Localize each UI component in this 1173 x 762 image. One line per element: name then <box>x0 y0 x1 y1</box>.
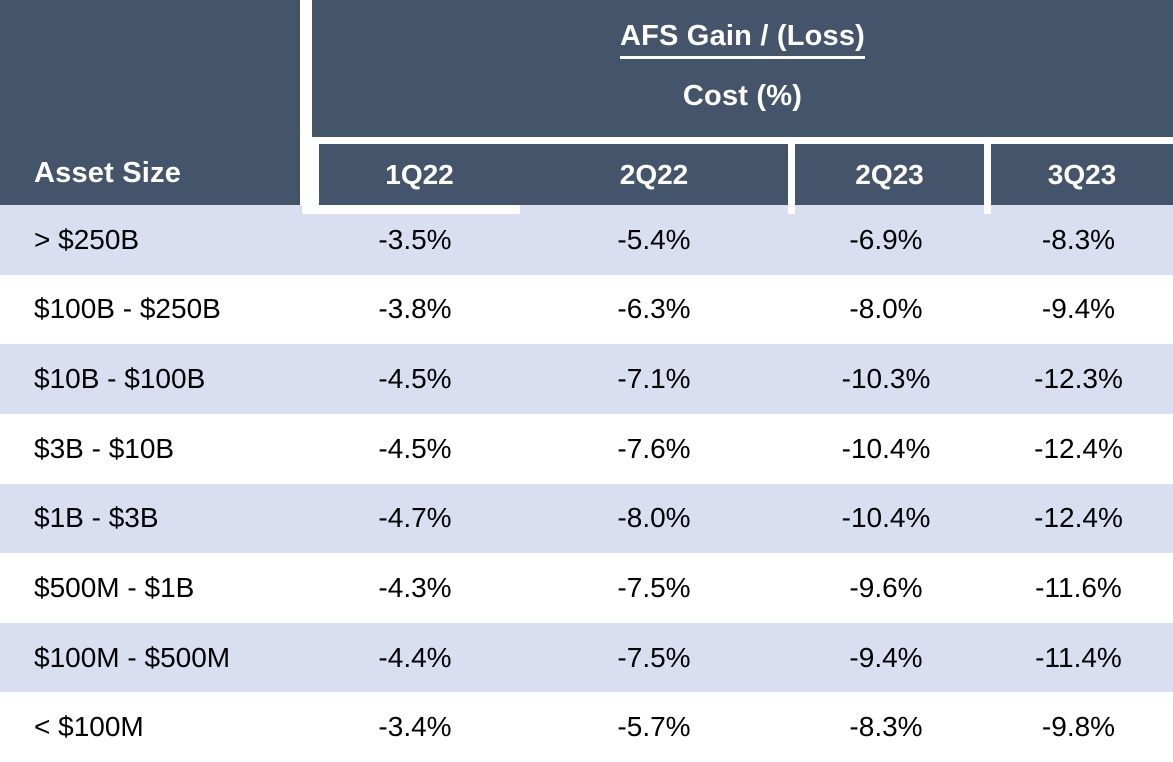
value-cell: -7.5% <box>617 571 691 603</box>
group-header-title: AFS Gain / (Loss) <box>312 20 1173 59</box>
column-header-row: 1Q22 2Q22 2Q23 3Q23 <box>312 144 1173 205</box>
value-cell: -10.4% <box>841 502 931 534</box>
value-cell: -9.4% <box>1041 293 1116 325</box>
table-row: $3B - $10B -4.5% -7.6% -10.4% -12.4% <box>0 413 1173 484</box>
column-header-2q23: 2Q23 <box>788 144 984 205</box>
value-cell: -3.4% <box>378 711 452 743</box>
value-cell: -3.8% <box>378 293 452 325</box>
column-header-1q22: 1Q22 <box>312 144 520 205</box>
value-cell: -9.4% <box>849 641 923 673</box>
value-cell: -4.5% <box>378 363 452 395</box>
group-header: AFS Gain / (Loss) Cost (%) <box>312 0 1173 137</box>
value-cell: -11.6% <box>1035 571 1122 603</box>
table-header: Asset Size AFS Gain / (Loss) Cost (%) 1Q… <box>0 0 1173 214</box>
value-cell: -9.6% <box>849 571 923 603</box>
table-row: $100B - $250B -3.8% -6.3% -8.0% -9.4% <box>0 274 1173 345</box>
row-label: $500M - $1B <box>34 571 195 603</box>
value-cell: -4.5% <box>378 432 452 464</box>
table-row: $10B - $100B -4.5% -7.1% -10.3% -12.3% <box>0 344 1173 414</box>
value-cell: -4.7% <box>378 502 452 534</box>
value-cell: -7.6% <box>617 432 691 464</box>
value-cell: -6.9% <box>849 223 923 255</box>
table-body: > $250B -3.5% -5.4% -6.9% -8.3% $100B - … <box>0 205 1173 762</box>
row-label: > $250B <box>34 223 140 255</box>
value-cell: -12.3% <box>1034 363 1123 395</box>
row-label: $100B - $250B <box>34 293 221 325</box>
value-cell: -12.4% <box>1034 502 1123 534</box>
corner-header-label: Asset Size <box>34 157 182 189</box>
value-cell: -8.0% <box>849 293 923 325</box>
row-label: $1B - $3B <box>34 502 159 534</box>
value-cell: -9.8% <box>1041 711 1116 743</box>
value-cell: -10.4% <box>841 432 931 464</box>
value-cell: -3.5% <box>378 223 452 255</box>
value-cell: -7.1% <box>617 363 691 395</box>
value-cell: -8.0% <box>617 502 691 534</box>
value-cell: -4.4% <box>378 641 452 673</box>
row-label: $3B - $10B <box>34 432 175 464</box>
table-row: $1B - $3B -4.7% -8.0% -10.4% -12.4% <box>0 483 1173 554</box>
value-cell: -7.5% <box>617 641 691 673</box>
table-row: $500M - $1B -4.3% -7.5% -9.6% -11.6% <box>0 553 1173 623</box>
value-cell: -11.4% <box>1035 641 1122 673</box>
group-header-subtitle: Cost (%) <box>682 80 803 112</box>
row-label: $100M - $500M <box>34 641 231 673</box>
column-header-3q23: 3Q23 <box>984 144 1173 205</box>
value-cell: -8.3% <box>1041 223 1116 255</box>
row-label: < $100M <box>34 711 144 743</box>
value-cell: -5.7% <box>617 711 691 743</box>
value-cell: -5.4% <box>617 223 691 255</box>
value-cell: -4.3% <box>378 571 452 603</box>
value-cell: -6.3% <box>617 293 691 325</box>
corner-header-asset-size: Asset Size <box>0 0 300 205</box>
value-cell: -8.3% <box>849 711 923 743</box>
value-cell: -10.3% <box>841 363 931 395</box>
table-row: > $250B -3.5% -5.4% -6.9% -8.3% <box>0 205 1173 275</box>
column-header-2q22: 2Q22 <box>520 144 788 205</box>
group-header-title-text: AFS Gain / (Loss) <box>619 20 866 59</box>
table-row: $100M - $500M -4.4% -7.5% -9.4% -11.4% <box>0 622 1173 693</box>
header-gutter-nub <box>788 205 795 214</box>
header-gutter-nub <box>984 205 991 214</box>
value-cell: -12.4% <box>1034 432 1123 464</box>
table-row: < $100M -3.4% -5.7% -8.3% -9.8% <box>0 692 1173 762</box>
row-label: $10B - $100B <box>34 363 206 395</box>
header-underline-decoration <box>302 205 520 214</box>
